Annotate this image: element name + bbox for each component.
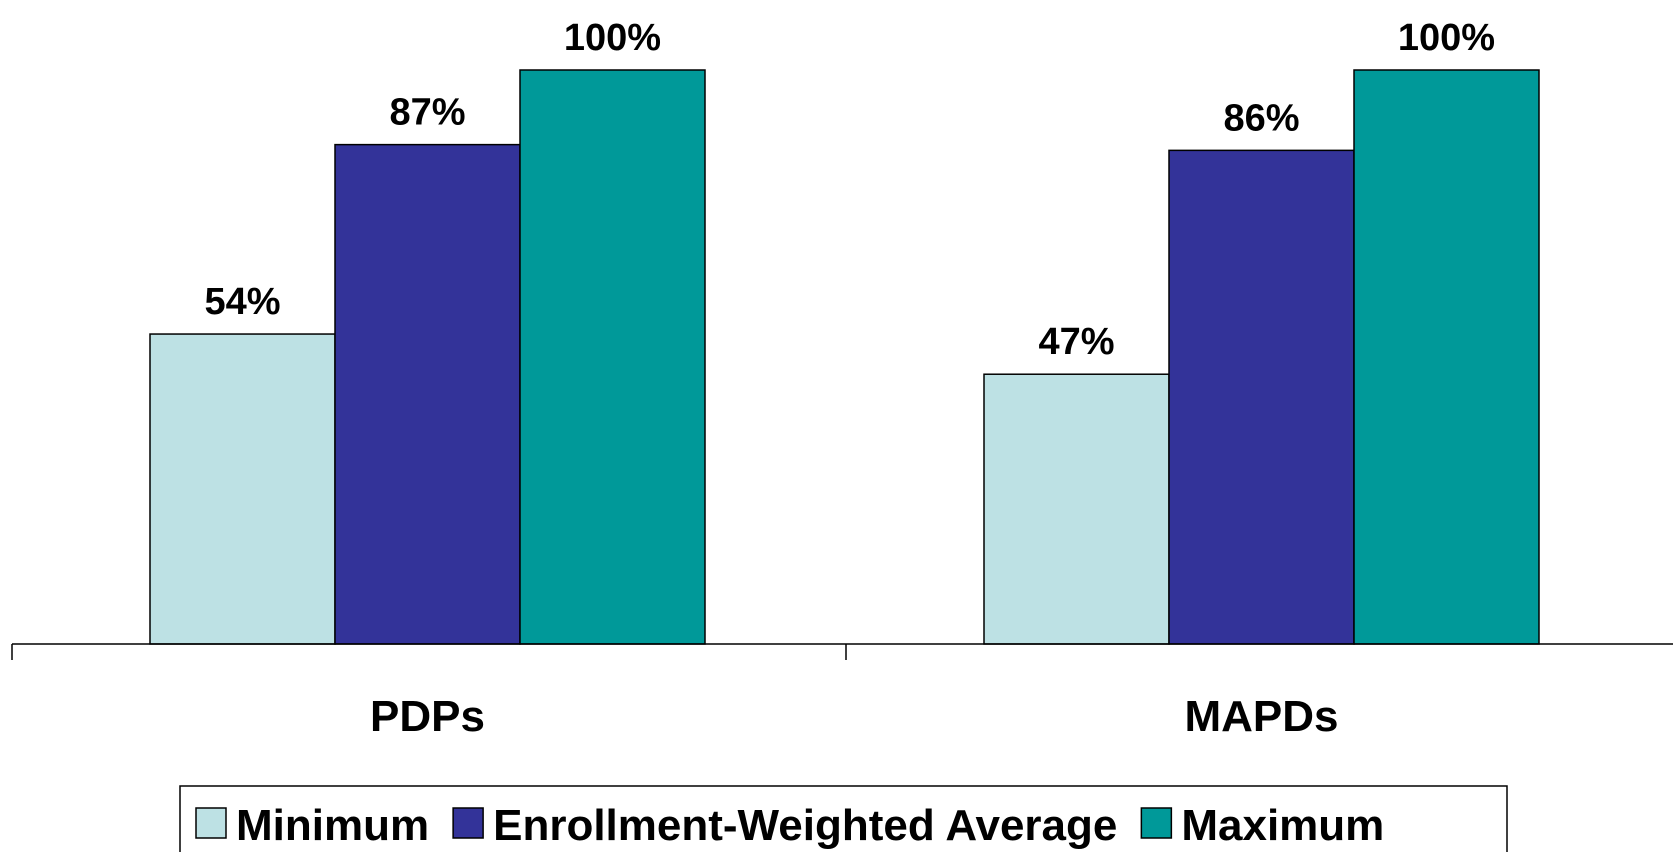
x-tick-label-pdps: PDPs <box>370 692 485 741</box>
x-tick-label-mapds: MAPDs <box>1184 692 1338 741</box>
legend-box <box>179 785 1508 857</box>
data-labels-layer: 54% 87% 100% 47% 86% 100% <box>204 17 1495 363</box>
legend-swatch-enrollment-weighted-average <box>452 807 484 839</box>
x-axis: PDPs MAPDs <box>11 643 1673 741</box>
legend-swatch-minimum <box>195 807 227 839</box>
bar-mapds-enrollment-weighted-average <box>1168 149 1355 645</box>
bar-mapds-maximum <box>1353 69 1540 645</box>
data-label-mapds-maximum: 100% <box>1398 17 1495 59</box>
legend-label-minimum: Minimum <box>236 801 429 850</box>
legend-swatch-maximum <box>1140 807 1173 839</box>
bar-pdps-maximum <box>519 69 706 645</box>
data-label-pdps-enrollment-weighted-average: 87% <box>389 92 465 134</box>
legend: Minimum Enrollment-Weighted Average Maximu… <box>179 785 1508 857</box>
legend-label-enrollment-weighted-average: Enrollment-Weighted Average <box>493 801 1117 850</box>
bars-layer <box>149 69 1540 645</box>
data-label-mapds-minimum: 47% <box>1038 321 1114 363</box>
data-label-mapds-enrollment-weighted-average: 86% <box>1223 97 1299 139</box>
data-label-pdps-maximum: 100% <box>564 17 661 59</box>
bar-pdps-enrollment-weighted-average <box>334 143 521 645</box>
legend-label-maximum: Maximum <box>1181 801 1384 850</box>
data-label-pdps-minimum: 54% <box>204 281 280 323</box>
bar-mapds-minimum <box>983 373 1170 645</box>
bar-pdps-minimum <box>149 333 336 645</box>
